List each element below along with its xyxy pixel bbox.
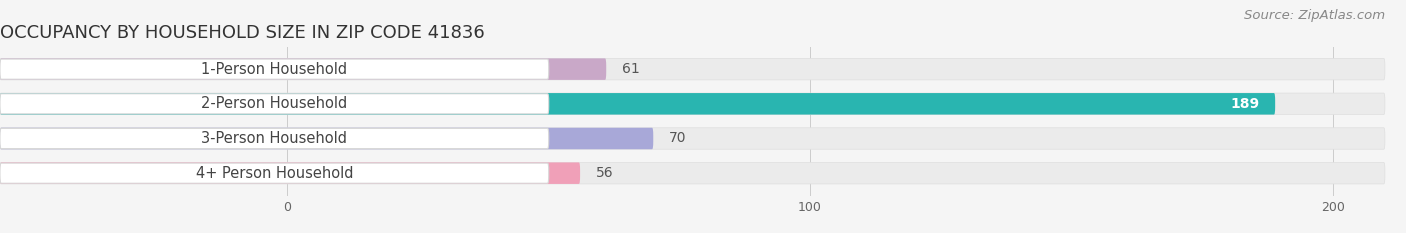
Text: 70: 70 <box>669 131 686 145</box>
Text: 61: 61 <box>621 62 640 76</box>
FancyBboxPatch shape <box>0 93 1275 115</box>
Text: OCCUPANCY BY HOUSEHOLD SIZE IN ZIP CODE 41836: OCCUPANCY BY HOUSEHOLD SIZE IN ZIP CODE … <box>0 24 485 42</box>
FancyBboxPatch shape <box>0 128 1385 149</box>
FancyBboxPatch shape <box>0 162 1385 184</box>
FancyBboxPatch shape <box>0 128 548 149</box>
FancyBboxPatch shape <box>0 162 581 184</box>
Text: 1-Person Household: 1-Person Household <box>201 62 347 77</box>
FancyBboxPatch shape <box>0 59 548 79</box>
FancyBboxPatch shape <box>0 58 1385 80</box>
FancyBboxPatch shape <box>0 58 606 80</box>
FancyBboxPatch shape <box>0 163 548 183</box>
Text: 56: 56 <box>596 166 613 180</box>
Text: 3-Person Household: 3-Person Household <box>201 131 347 146</box>
Text: 4+ Person Household: 4+ Person Household <box>195 166 353 181</box>
FancyBboxPatch shape <box>0 94 548 114</box>
Text: 189: 189 <box>1230 97 1260 111</box>
FancyBboxPatch shape <box>0 128 654 149</box>
Text: Source: ZipAtlas.com: Source: ZipAtlas.com <box>1244 9 1385 22</box>
Text: 2-Person Household: 2-Person Household <box>201 96 347 111</box>
FancyBboxPatch shape <box>0 93 1385 115</box>
